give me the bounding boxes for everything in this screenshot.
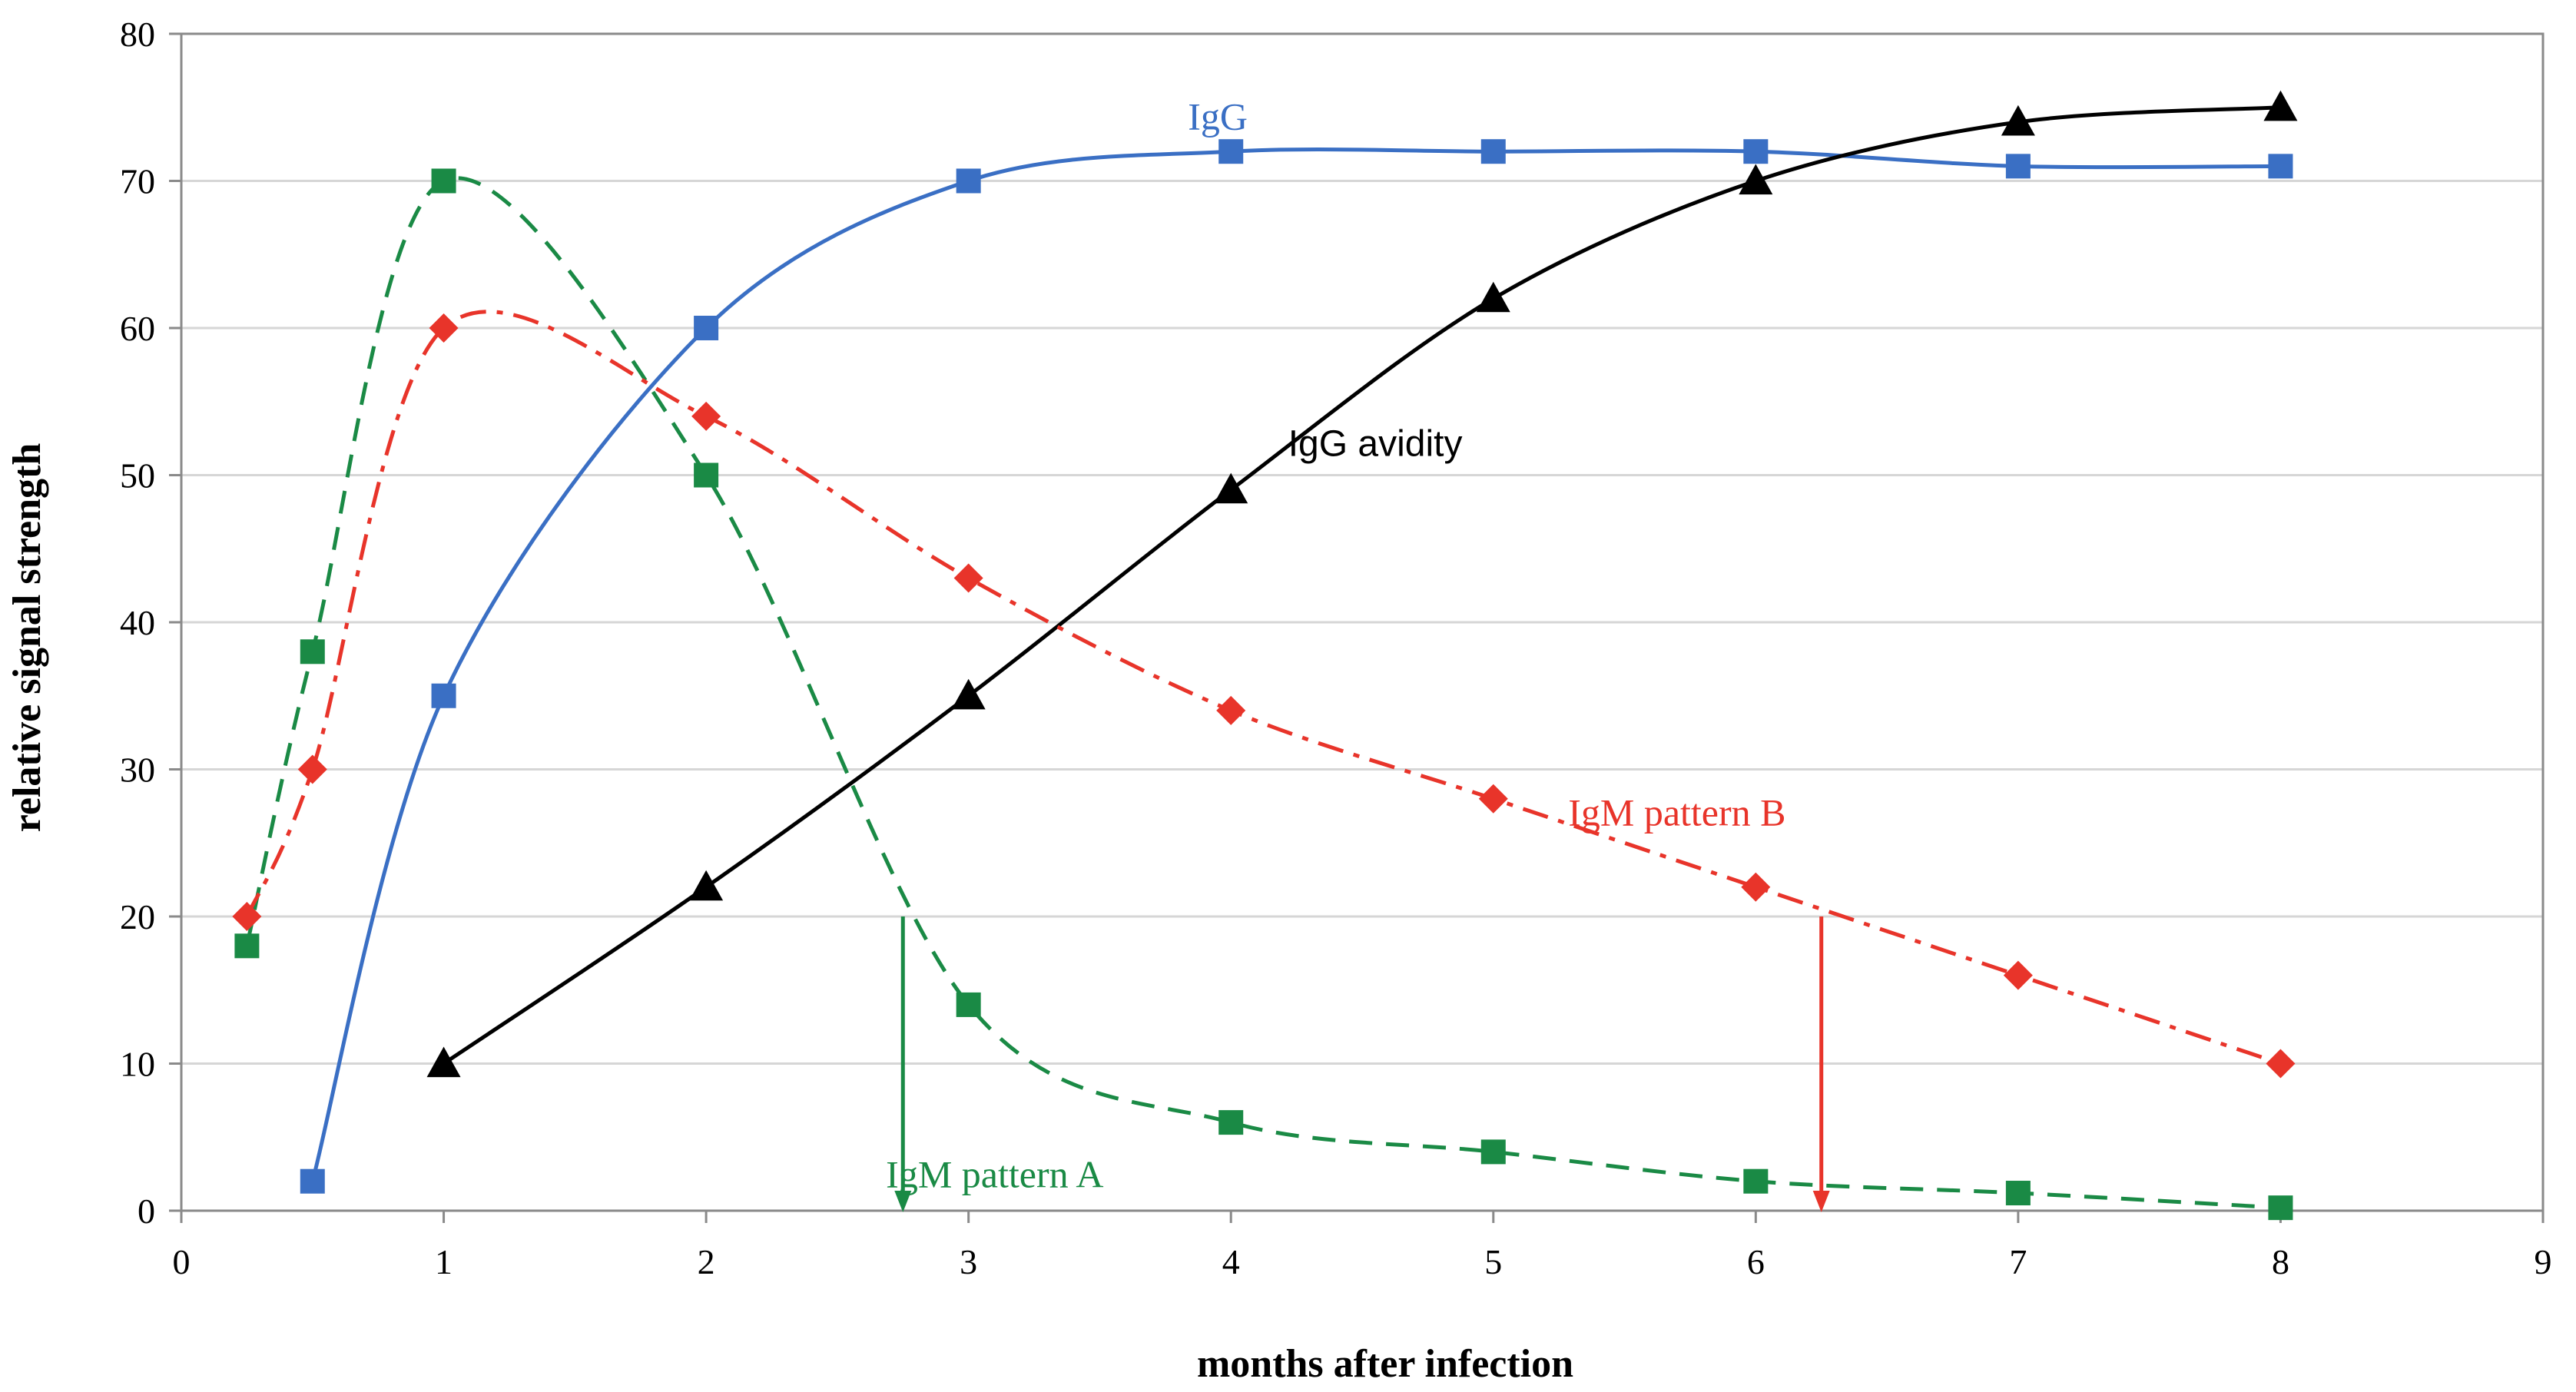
y-tick-label: 0 bbox=[138, 1191, 155, 1231]
series-label: IgM pattern B bbox=[1568, 790, 1785, 834]
point-igm-pattern-b bbox=[2003, 960, 2033, 990]
y-axis-title: relative signal strength bbox=[5, 443, 49, 833]
x-tick-label: 6 bbox=[1747, 1242, 1765, 1281]
point-igg bbox=[1218, 139, 1244, 164]
series-line-igm-pattern-a bbox=[244, 176, 2281, 1210]
x-tick-label: 5 bbox=[1484, 1242, 1502, 1281]
point-igm-pattern-a bbox=[694, 462, 719, 488]
point-igg bbox=[1743, 139, 1769, 164]
point-igm-pattern-b bbox=[1216, 695, 1246, 725]
point-igm-pattern-b bbox=[691, 401, 721, 431]
x-tick-label: 2 bbox=[698, 1242, 715, 1281]
point-igg-avidity bbox=[1214, 472, 1248, 504]
y-tick-label: 80 bbox=[120, 15, 155, 54]
series-label: IgM pattern A bbox=[886, 1152, 1103, 1195]
x-tick-label: 0 bbox=[173, 1242, 191, 1281]
annotation-arrows bbox=[894, 916, 1830, 1212]
point-igg-avidity bbox=[2263, 90, 2298, 121]
point-igm-pattern-b bbox=[297, 754, 327, 784]
x-tick-label: 3 bbox=[960, 1242, 977, 1281]
x-tick-label: 1 bbox=[435, 1242, 453, 1281]
point-igg-avidity bbox=[426, 1046, 461, 1078]
point-igg-avidity bbox=[951, 678, 986, 710]
series-label: IgG avidity bbox=[1288, 424, 1463, 465]
y-tick-label: 10 bbox=[120, 1045, 155, 1084]
point-igm-pattern-b bbox=[232, 902, 262, 931]
series-line-igg-avidity bbox=[443, 105, 2281, 1066]
y-tick-label: 70 bbox=[120, 162, 155, 201]
point-igg-avidity bbox=[2001, 104, 2035, 136]
gridlines bbox=[181, 180, 2543, 1065]
point-igm-pattern-a bbox=[300, 639, 325, 665]
point-igm-pattern-a bbox=[2268, 1195, 2293, 1221]
point-igg bbox=[2268, 154, 2293, 179]
y-tick-label: 20 bbox=[120, 897, 155, 936]
x-tick-label: 9 bbox=[2535, 1242, 2552, 1281]
x-axis-title: months after infection bbox=[1197, 1342, 1573, 1386]
arrow-head bbox=[1812, 1191, 1830, 1212]
series-line-igg bbox=[310, 147, 2281, 1182]
point-igm-pattern-b bbox=[1478, 784, 1508, 814]
axes: 0 1 2 3 4 5 6 7 8 9 0 10 20 30 40 50 60 70 80 bbox=[120, 15, 2552, 1281]
series-labels: IgG IgG avidity IgM pattern B IgM pattern A bbox=[886, 94, 1785, 1195]
y-tick-label: 30 bbox=[120, 751, 155, 790]
x-tick-label: 8 bbox=[2272, 1242, 2289, 1281]
series-markers bbox=[232, 90, 2298, 1221]
point-igm-pattern-a bbox=[234, 933, 260, 959]
point-igg bbox=[1480, 139, 1506, 164]
y-tick-label: 60 bbox=[120, 309, 155, 348]
point-igg bbox=[431, 683, 456, 708]
point-igm-pattern-b bbox=[953, 563, 983, 593]
point-igm-pattern-a bbox=[431, 168, 456, 194]
point-igg-avidity bbox=[689, 870, 724, 901]
point-igg-avidity bbox=[1476, 281, 1510, 313]
point-igm-pattern-b bbox=[2266, 1049, 2296, 1079]
point-igg-avidity bbox=[1739, 164, 1773, 195]
point-igg bbox=[2005, 154, 2031, 179]
point-igg bbox=[694, 316, 719, 340]
point-igg bbox=[956, 168, 981, 194]
point-igm-pattern-a bbox=[1218, 1110, 1244, 1135]
arrow-head bbox=[894, 1191, 912, 1212]
point-igm-pattern-a bbox=[1480, 1139, 1506, 1165]
point-igm-pattern-a bbox=[956, 992, 981, 1017]
series-line-igm-pattern-b bbox=[245, 310, 2282, 1066]
series-label: IgG bbox=[1188, 94, 1248, 138]
point-igm-pattern-a bbox=[2005, 1181, 2031, 1206]
series-lines bbox=[244, 105, 2282, 1210]
point-igm-pattern-b bbox=[429, 313, 459, 343]
y-tick-label: 50 bbox=[120, 456, 155, 495]
point-igm-pattern-b bbox=[1741, 872, 1771, 902]
x-tick-label: 4 bbox=[1222, 1242, 1240, 1281]
point-igg bbox=[300, 1168, 325, 1194]
point-igm-pattern-a bbox=[1743, 1168, 1769, 1194]
x-tick-label: 7 bbox=[2009, 1242, 2027, 1281]
y-tick-label: 40 bbox=[120, 603, 155, 642]
